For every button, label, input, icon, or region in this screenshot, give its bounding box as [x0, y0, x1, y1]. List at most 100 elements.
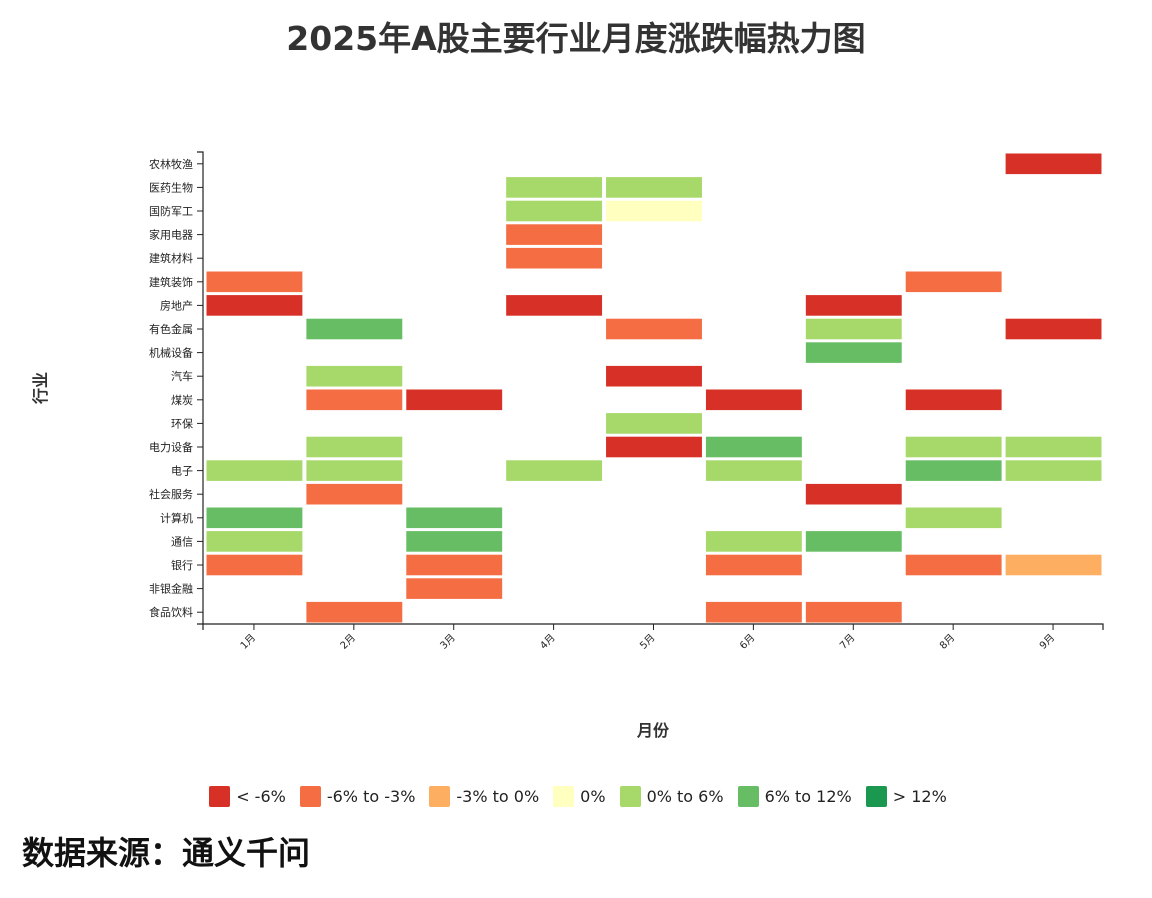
- heatmap-cell: [904, 553, 1003, 577]
- heatmap-cell: [704, 553, 803, 577]
- y-axis-line: [197, 151, 204, 625]
- data-source: 数据来源：通义千问: [22, 834, 311, 872]
- x-tick-label: 6月: [737, 632, 757, 652]
- y-tick-label: 社会服务: [149, 487, 193, 501]
- legend-label: -3% to 0%: [456, 787, 540, 806]
- heatmap-cell: [505, 223, 604, 246]
- y-tick-label: 食品饮料: [149, 605, 193, 619]
- heatmap-cell: [405, 530, 504, 553]
- heatmap-cell: [205, 459, 304, 482]
- heatmap-cell: [904, 270, 1003, 294]
- x-tick-label: 4月: [538, 632, 558, 652]
- heatmap-cell: [305, 364, 404, 388]
- heatmap-cell: [904, 435, 1003, 459]
- heatmap-cell: [605, 364, 703, 388]
- heatmap-cell: [505, 176, 604, 199]
- legend-swatch: [737, 786, 759, 807]
- heatmap-cell: [205, 530, 304, 553]
- heatmap-cell: [505, 459, 604, 482]
- y-tick-label: 有色金属: [149, 322, 193, 336]
- legend-item: > 12%: [865, 786, 947, 807]
- heatmap-cell: [305, 388, 404, 412]
- x-tick-label: 8月: [937, 632, 957, 652]
- heatmap-cell: [205, 553, 304, 577]
- heatmap-cell: [505, 199, 604, 223]
- y-tick-label: 机械设备: [149, 346, 193, 360]
- y-tick-label: 农林牧渔: [149, 157, 193, 171]
- heatmap-cell: [704, 459, 803, 482]
- heatmap-cell: [704, 530, 803, 553]
- legend-label: 6% to 12%: [764, 787, 852, 806]
- heatmap-cell: [205, 294, 304, 317]
- y-tick-label: 建筑材料: [149, 251, 193, 265]
- legend-item: -3% to 0%: [429, 786, 539, 807]
- heatmap-cell: [1004, 435, 1103, 459]
- x-tick-label: 2月: [338, 632, 358, 652]
- heatmap-cell: [305, 317, 404, 341]
- heatmap-cell: [205, 506, 304, 530]
- heatmap-cell: [704, 435, 803, 459]
- legend-swatch: [865, 786, 887, 807]
- y-tick-label: 非银金融: [149, 582, 193, 596]
- y-tick-label: 房地产: [160, 298, 193, 312]
- heatmap-cell: [305, 600, 404, 624]
- heatmap-cell: [505, 294, 604, 317]
- y-tick-label: 电子: [171, 465, 193, 478]
- legend-item: 6% to 12%: [737, 786, 852, 807]
- heatmap-cell: [605, 199, 703, 223]
- x-axis-label: 月份: [636, 721, 670, 740]
- legend-label: -6% to -3%: [326, 787, 416, 806]
- y-tick-label: 银行: [171, 558, 193, 572]
- heatmap-cell: [804, 482, 903, 506]
- y-axis-label: 行业: [31, 372, 50, 405]
- heatmap-cell: [305, 459, 404, 482]
- y-tick-label: 电力设备: [149, 440, 193, 454]
- legend: < -6% -6% to -3% -3% to 0% 0% 0% to 6% 6% to …: [0, 786, 1152, 807]
- legend-item: < -6%: [209, 786, 286, 807]
- heatmap-cell: [1004, 317, 1103, 341]
- heatmap-cell: [305, 482, 404, 506]
- heatmap-cell: [505, 246, 604, 270]
- heatmap-cell: [804, 530, 903, 553]
- heatmap-cell: [904, 388, 1003, 412]
- heatmap-cell: [405, 577, 504, 600]
- y-tick-label: 煤炭: [171, 394, 193, 407]
- x-tick-label: 9月: [1037, 632, 1057, 652]
- heatmap-cell: [1004, 459, 1103, 482]
- heatmap-cell: [904, 459, 1003, 482]
- legend-swatch: [619, 786, 641, 807]
- y-tick-label: 环保: [171, 416, 193, 430]
- heatmap-cell: [605, 435, 703, 459]
- y-tick-label: 国防军工: [149, 204, 193, 218]
- x-tick-label: 1月: [238, 632, 258, 652]
- heatmap-cell: [804, 294, 903, 317]
- legend-swatch: [299, 786, 321, 807]
- y-tick-label: 建筑装饰: [149, 275, 193, 289]
- legend-label: 0%: [580, 787, 606, 806]
- legend-swatch: [553, 786, 575, 807]
- y-tick-label: 医药生物: [149, 180, 193, 194]
- legend-swatch: [429, 786, 451, 807]
- heatmap-cell: [605, 317, 703, 341]
- legend-label: < -6%: [236, 787, 286, 806]
- heatmap-cell: [305, 435, 404, 459]
- legend-item: 0% to 6%: [619, 786, 724, 807]
- legend-item: 0%: [553, 786, 606, 807]
- heatmap-cell: [405, 506, 504, 530]
- heatmap-cell: [605, 412, 703, 435]
- heatmap-cell: [405, 388, 504, 412]
- heatmap-cell: [704, 600, 803, 624]
- x-tick-label: 5月: [638, 632, 658, 652]
- heatmap-cell: [605, 176, 703, 199]
- heatmap-cell: [205, 270, 304, 294]
- x-tick-label: 3月: [438, 632, 458, 652]
- x-tick-label: 7月: [837, 632, 857, 652]
- heatmap-cell: [704, 388, 803, 412]
- legend-swatch: [209, 786, 231, 807]
- heatmap-cell: [1004, 553, 1103, 577]
- heatmap-cell: [804, 317, 903, 341]
- heatmap-cell: [1004, 152, 1103, 176]
- legend-item: -6% to -3%: [299, 786, 416, 807]
- heatmap-cell: [804, 341, 903, 364]
- heatmap-cell: [904, 506, 1003, 530]
